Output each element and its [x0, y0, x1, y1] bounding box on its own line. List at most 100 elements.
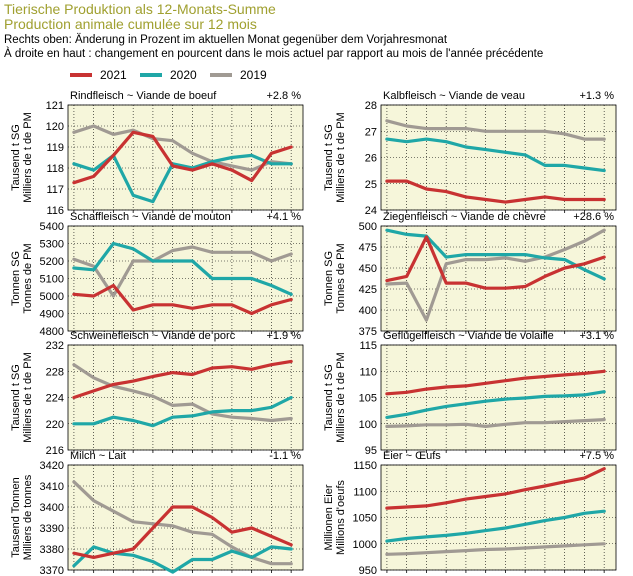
- series-line-2021: [72, 505, 293, 560]
- chart-title: Ziegenfleisch ~ Viande de chèvre: [383, 211, 546, 223]
- y-tick-label: 5200: [40, 256, 64, 268]
- series-line-2021: [385, 467, 606, 510]
- y-tick-label: 5000: [40, 291, 64, 303]
- change-label: +1.3 %: [579, 90, 614, 102]
- y-tick-label: 232: [46, 340, 64, 352]
- title-de: Tierische Produktion als 12-Monats-Summe: [4, 1, 276, 17]
- y-tick-label: 4900: [40, 309, 64, 321]
- y-tick-label: 115: [359, 340, 377, 352]
- change-label: +1.9 %: [266, 330, 301, 342]
- plot-frame: [380, 225, 617, 332]
- y-tick-label: 25: [365, 179, 377, 191]
- chart-panel-8: 950 1000 1050 1100 1150 Eier ~ Œufs +7.5 % Mill…: [323, 450, 617, 576]
- y-tick-label: 3380: [40, 544, 64, 556]
- note-de: Rechts oben: Änderung in Prozent im aktu…: [4, 34, 448, 46]
- y-tick-label: 100: [359, 419, 377, 431]
- series-line-2020: [72, 395, 293, 428]
- chart-panel-3: 4800 4900 5000 5100 5200 5300 5400 Schaffleisch…: [10, 211, 304, 338]
- y-tick-label: 1050: [353, 513, 377, 525]
- series-line-2020: [385, 390, 606, 419]
- y-tick-label: 450: [359, 263, 377, 275]
- y-tick-label: 425: [359, 284, 377, 296]
- plot-frame: [67, 464, 304, 571]
- chart-panel-7: 3370 3380 3390 3400 3410 3420 Milch ~ Lait -1.1…: [10, 450, 304, 576]
- series-line-2020: [72, 241, 293, 296]
- y-tick-label: 224: [46, 393, 64, 405]
- y-tick-label: 117: [46, 184, 64, 196]
- note-fr: À droite en haut : changement en pourcen…: [4, 48, 544, 60]
- series-line-2019: [385, 228, 606, 322]
- y-tick-label: 375: [359, 326, 377, 338]
- plot-background: [68, 105, 303, 210]
- y-tick-label: 95: [365, 445, 377, 457]
- y-tick-label: 4800: [40, 326, 64, 338]
- change-label: -1.1 %: [269, 450, 301, 462]
- y-tick-label: 3400: [40, 502, 64, 514]
- chart-title: Milch ~ Lait: [70, 450, 126, 462]
- y-axis-label-de: Millionen Eier: [323, 484, 335, 550]
- plot-frame: [380, 104, 617, 211]
- y-axis-label-de: Tonnen SG: [323, 251, 335, 306]
- y-tick-label: 3370: [40, 565, 64, 576]
- y-tick-label: 26: [365, 153, 377, 165]
- y-tick-label: 475: [359, 242, 377, 254]
- y-axis-label-fr: Milliers de tonnes: [22, 474, 34, 560]
- chart-panel-6: 95 100 105 110 115 Geflügelfleisch ~ Viande d…: [323, 330, 617, 457]
- plot-frame: [67, 104, 304, 211]
- change-label: +2.8 %: [266, 90, 301, 102]
- y-tick-label: 24: [365, 205, 377, 217]
- y-tick-label: 1100: [353, 486, 377, 498]
- y-axis-label-fr: Milliers de t de PM: [335, 352, 347, 442]
- y-tick-label: 110: [359, 366, 377, 378]
- y-axis-label-fr: Milliers de t de PM: [22, 352, 34, 442]
- y-tick-label: 5100: [40, 274, 64, 286]
- series-line-2019: [72, 245, 293, 298]
- plot-frame: [67, 344, 304, 451]
- series-line-2020: [385, 137, 606, 173]
- chart-panel-4: 375 400 425 450 475 500 Ziegenfleisch ~ Viande…: [323, 211, 617, 338]
- chart-title: Schweinefleisch ~ Viande de porc: [70, 330, 236, 342]
- series-line-2021: [72, 359, 293, 400]
- y-tick-label: 27: [365, 126, 377, 138]
- y-tick-label: 121: [46, 100, 64, 112]
- chart-title: Eier ~ Œufs: [383, 450, 441, 462]
- y-tick-label: 220: [46, 419, 64, 431]
- series-line-2021: [72, 283, 293, 316]
- series-line-2019: [385, 418, 606, 428]
- y-tick-label: 105: [359, 393, 377, 405]
- plot-frame: [67, 225, 304, 332]
- y-tick-label: 500: [359, 221, 377, 233]
- y-tick-label: 119: [46, 142, 64, 154]
- series-line-2020: [385, 228, 606, 281]
- y-tick-label: 116: [46, 205, 64, 217]
- y-tick-label: 3420: [40, 460, 64, 472]
- y-axis-label-fr: Millions d'oeufs: [335, 480, 347, 555]
- chart-panel-1: 116 117 118 119 120 121 Rindfleisch ~ Viande d…: [10, 90, 304, 217]
- y-axis-label-fr: Milliers de t de PM: [22, 112, 34, 202]
- series-line-2020: [385, 509, 606, 543]
- y-tick-label: 3410: [40, 481, 64, 493]
- legend-swatch-2021: [70, 73, 92, 77]
- series-line-2021: [385, 235, 606, 290]
- chart-panel-5: 216 220 224 228 232 Schweinefleisch ~ Viande …: [10, 330, 304, 457]
- series-line-2019: [72, 480, 293, 566]
- y-axis-label-fr: Tonnes de PM: [335, 243, 347, 313]
- y-tick-label: 3390: [40, 523, 64, 535]
- y-tick-label: 1150: [353, 460, 377, 472]
- chart-title: Geflügelfleisch ~ Viande de volaille: [383, 330, 554, 342]
- series-line-2019: [72, 124, 293, 172]
- y-axis-label-de: Tausend t SG: [323, 364, 335, 431]
- series-line-2019: [385, 542, 606, 556]
- series-line-2019: [385, 119, 606, 141]
- y-axis-label-de: Tonnen SG: [10, 251, 22, 306]
- y-axis-label-de: Tausend Tonnen: [10, 477, 22, 558]
- chart-title: Schaffleisch ~ Viande de mouton: [70, 211, 231, 223]
- change-label: +7.5 %: [579, 450, 614, 462]
- y-tick-label: 28: [365, 100, 377, 112]
- y-tick-label: 5400: [40, 221, 64, 233]
- y-axis-label-de: Tausend t SG: [10, 124, 22, 191]
- y-tick-label: 228: [46, 366, 64, 378]
- series-line-2021: [385, 369, 606, 396]
- y-axis-label-de: Tausend t SG: [323, 124, 335, 191]
